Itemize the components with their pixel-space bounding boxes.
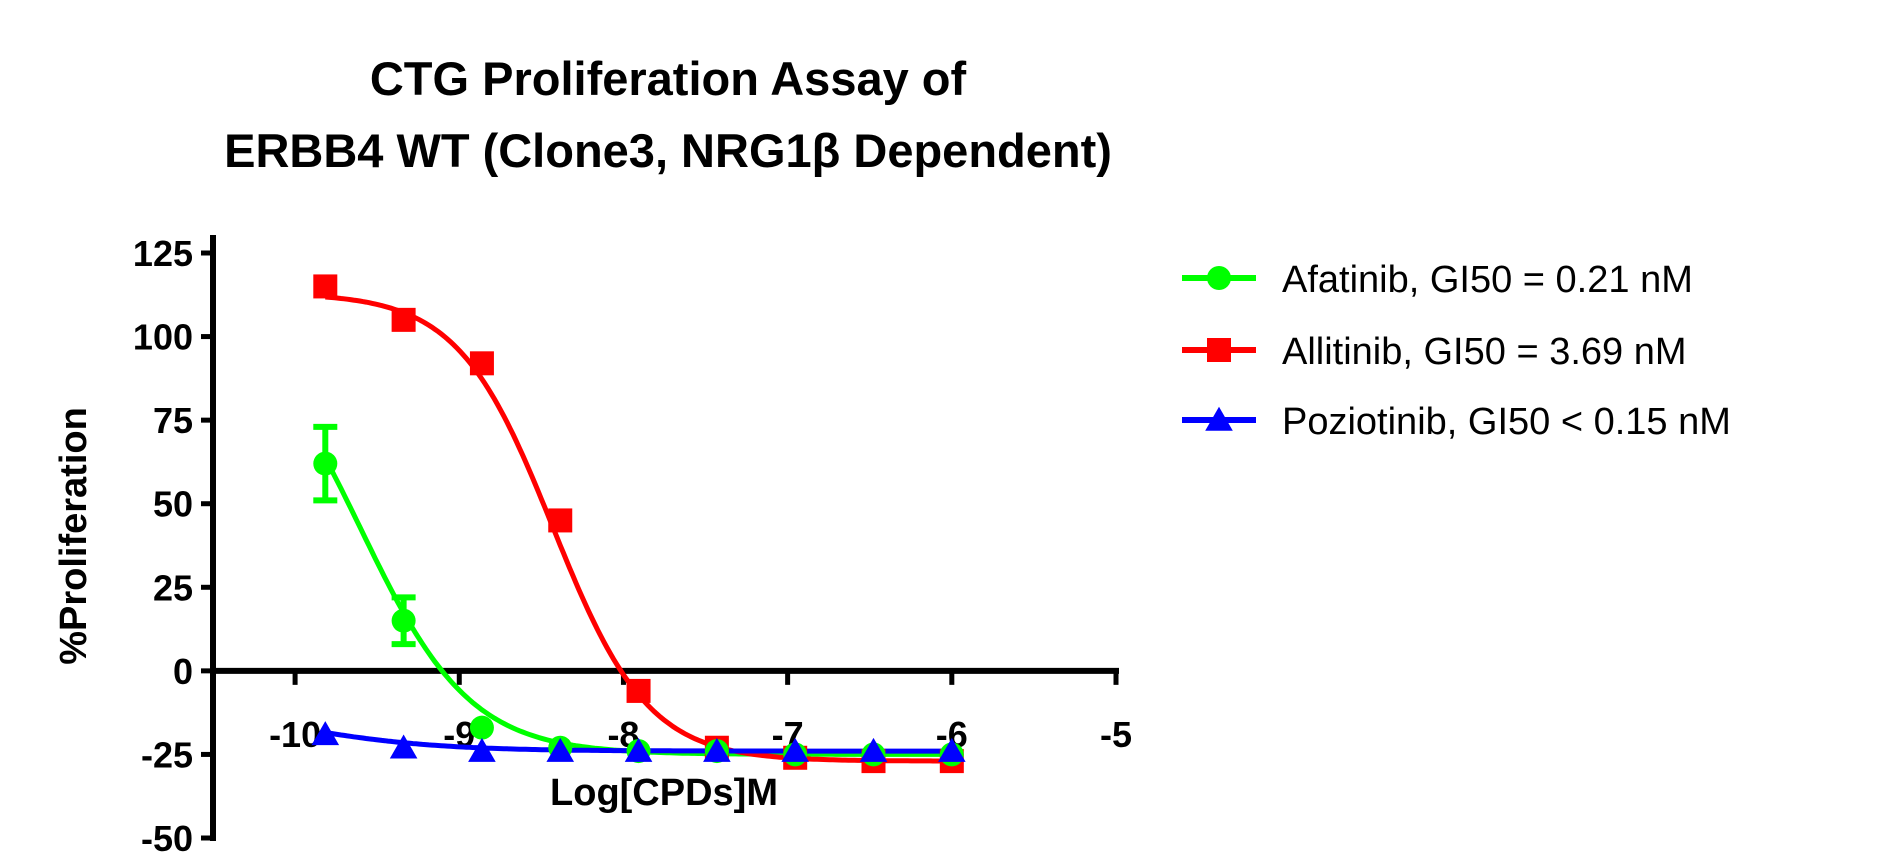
data-point-triangle (781, 737, 809, 762)
data-point-square (469, 351, 494, 376)
data-point-triangle (311, 721, 340, 746)
y-tick-label: -25 (141, 734, 193, 775)
legend-label: Afatinib, GI50 = 0.21 nM (1282, 259, 1693, 301)
legend-marker-triangle-icon (1205, 406, 1233, 431)
data-point-triangle (624, 737, 653, 762)
data-point-triangle (546, 737, 575, 762)
y-tick-label: -50 (141, 818, 193, 859)
data-point-square (548, 508, 573, 533)
y-tick-label: 25 (153, 567, 193, 608)
fit-curve-circle (323, 457, 952, 757)
data-point-triangle (389, 734, 418, 759)
data-point-triangle (859, 737, 888, 762)
legend-item: Poziotinib, GI50 < 0.15 nM (1182, 401, 1731, 443)
chart-title-line-2: ERBB4 WT (Clone3, NRG1β Dependent) (224, 124, 1112, 177)
y-axis-label: %Proliferation (53, 407, 95, 665)
y-tick-label: 75 (153, 400, 193, 441)
data-point-square (626, 678, 651, 703)
legend-item: Afatinib, GI50 = 0.21 nM (1182, 259, 1693, 301)
data-point-square (313, 274, 338, 299)
legend-label: Allitinib, GI50 = 3.69 nM (1282, 331, 1687, 373)
x-tick-label: -5 (1100, 714, 1132, 755)
data-point-circle (391, 608, 416, 633)
data-point-circle (313, 451, 338, 476)
data-point-triangle (938, 737, 966, 762)
x-axis-label: Log[CPDs]M (550, 772, 778, 814)
y-tick-label: 50 (153, 484, 193, 525)
x-tick-label: -10 (269, 714, 321, 755)
data-point-triangle (703, 737, 731, 762)
data-point-circle (469, 715, 494, 740)
legend-label: Poziotinib, GI50 < 0.15 nM (1282, 401, 1731, 443)
y-tick-label: 0 (173, 651, 193, 692)
chart-title-line-1: CTG Proliferation Assay of (370, 52, 967, 105)
data-point-square (391, 307, 416, 332)
legend-marker-circle-icon (1207, 266, 1231, 290)
legend-item: Allitinib, GI50 = 3.69 nM (1182, 331, 1687, 373)
legend-marker-square-icon (1207, 338, 1231, 362)
data-point-triangle (468, 737, 496, 762)
y-tick-label: 125 (133, 233, 193, 274)
y-tick-label: 100 (133, 317, 193, 358)
